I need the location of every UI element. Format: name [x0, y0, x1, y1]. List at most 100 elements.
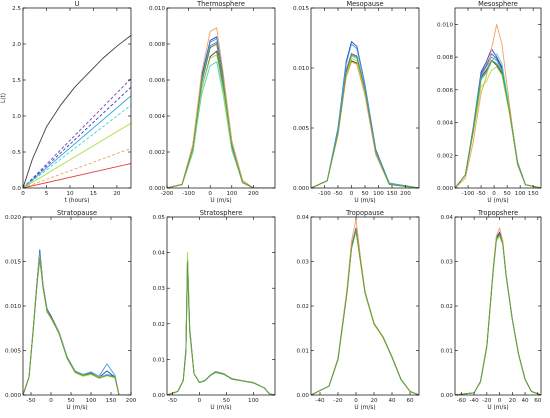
x-tick-label: -50 [168, 398, 178, 404]
x-tick-label: 5 [45, 191, 49, 197]
series-line-2 [311, 227, 419, 395]
x-axis-label: U (m/s) [354, 405, 375, 411]
y-tick-label: 0.010 [293, 66, 309, 72]
y-tick-label: 0.00 [441, 393, 454, 399]
panel-title: Thermosphere [196, 0, 245, 8]
series-line-3 [311, 229, 419, 395]
x-tick-label: 50 [361, 191, 369, 197]
series-line-3 [311, 41, 419, 188]
y-tick-label: 0.03 [441, 260, 454, 266]
y-tick-label: 0.000 [149, 186, 165, 192]
series-line-6 [455, 66, 541, 188]
y-tick-label: 0.04 [441, 215, 454, 221]
series-line-8 [311, 54, 419, 188]
series-line-4 [311, 229, 419, 395]
series-line-7 [167, 27, 275, 188]
y-tick-label: 0.010 [437, 22, 453, 28]
x-tick-label: 100 [373, 191, 384, 197]
x-axis-label: U (m/s) [210, 405, 231, 411]
panel-title: Tropopshere [477, 209, 518, 217]
y-tick-label: 0.006 [437, 88, 453, 94]
plot-frame [166, 216, 276, 396]
y-tick-label: 0.008 [149, 42, 165, 48]
series-line-8 [167, 261, 275, 395]
x-tick-label: 50 [504, 191, 512, 197]
x-tick-label: 100 [86, 398, 97, 404]
y-axis-label: L(t) [1, 93, 7, 103]
x-tick-label: 40 [388, 398, 396, 404]
x-tick-label: -50 [26, 398, 36, 404]
series-line-8 [311, 229, 419, 395]
panel-tropopause: -40 -20 0 20 40 60 0.00 0.01 0.02 0.03 0.04 Tropopa… [297, 209, 420, 411]
x-tick-label: 0 [354, 398, 358, 404]
y-tick-label: 0.005 [293, 126, 309, 132]
series-line-7 [23, 255, 131, 395]
series-line-2 [455, 231, 541, 395]
x-tick-label: 0 [198, 398, 202, 404]
panel-thermosphere: -200 -100 0 100 200 0.000 0.002 0.004 0.006 0.008… [149, 0, 276, 204]
y-tick-label: 0.0 [12, 186, 21, 192]
x-tick-label: 150 [387, 191, 398, 197]
y-tick-label: 0.02 [297, 304, 309, 310]
x-tick-label: 100 [515, 191, 526, 197]
series-line-3 [23, 86, 131, 188]
x-tick-label: -20 [482, 398, 492, 404]
series-line-2 [311, 53, 419, 188]
y-tick-label: 0.002 [437, 153, 453, 159]
series-line-3 [455, 233, 541, 395]
panel-mesopause: -100 -50 0 50 100 150 200 0.000 0.005 0.010 0.015 M… [293, 0, 420, 204]
y-tick-label: 0.5 [12, 150, 21, 156]
x-tick-label: 0 [492, 191, 496, 197]
series-line-5 [311, 230, 419, 395]
y-tick-label: 0.010 [149, 6, 165, 12]
x-tick-label: 0 [208, 191, 212, 197]
plot-frame [454, 7, 542, 189]
x-tick-label: 60 [406, 398, 414, 404]
y-tick-label: 1.0 [12, 114, 21, 120]
series-line-6 [455, 235, 541, 395]
y-tick-label: 0.03 [297, 260, 310, 266]
y-tick-label: 0.04 [153, 251, 166, 257]
y-tick-label: 2.0 [12, 42, 21, 48]
panel-stratosphere: -50 0 50 100 0.00 0.01 0.02 0.03 0.04 0.05 Stratos… [153, 209, 276, 411]
series-group [311, 41, 419, 188]
plot-frame [454, 216, 542, 396]
y-tick-label: 0.004 [149, 114, 165, 120]
x-tick-label: -100 [318, 191, 331, 197]
x-tick-label: 50 [67, 398, 75, 404]
x-tick-label: -40 [470, 398, 480, 404]
series-line-5 [311, 55, 419, 188]
x-tick-label: -100 [462, 191, 475, 197]
series-line-8 [455, 234, 541, 395]
y-tick-label: 0.010 [5, 304, 21, 310]
y-tick-label: 0.02 [441, 304, 453, 310]
x-tick-label: 0 [350, 191, 354, 197]
y-tick-label: 0.01 [441, 349, 454, 355]
series-line-8 [23, 257, 131, 395]
panel-mesosphere: -100 -50 0 50 100 150 0.000 0.002 0.004 0.006 0.00… [437, 0, 542, 204]
x-tick-label: -40 [315, 398, 325, 404]
series-line-1 [455, 234, 541, 395]
y-tick-label: 0.015 [293, 6, 309, 12]
series-group [311, 218, 419, 395]
y-tick-label: 0.05 [153, 215, 166, 221]
x-tick-label: -20 [333, 398, 343, 404]
y-tick-label: 0.000 [437, 186, 453, 192]
x-tick-label: 100 [226, 191, 237, 197]
y-tick-label: 0.015 [5, 260, 21, 266]
series-line-1 [311, 229, 419, 395]
x-axis-label: U (m/s) [487, 198, 508, 204]
y-tick-label: 0.01 [153, 357, 166, 363]
x-tick-label: 200 [248, 191, 259, 197]
series-line-1 [311, 60, 419, 188]
series-line-6 [311, 57, 419, 188]
x-tick-label: 200 [126, 398, 137, 404]
x-tick-label: 20 [509, 398, 517, 404]
x-tick-label: 0 [21, 191, 25, 197]
x-tick-label: 150 [528, 191, 539, 197]
y-tick-label: 0.00 [153, 393, 166, 399]
series-line-1 [167, 262, 275, 395]
y-tick-label: 0.04 [297, 215, 310, 221]
series-line-4 [455, 233, 541, 395]
series-line-7 [455, 23, 541, 188]
